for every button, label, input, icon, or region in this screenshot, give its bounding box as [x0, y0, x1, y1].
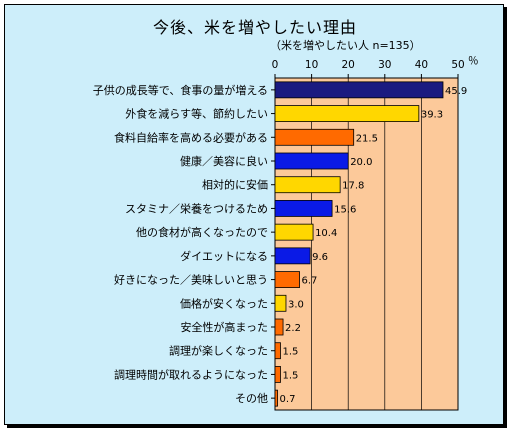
bar: [274, 176, 341, 194]
category-label: ダイエットになる: [180, 249, 268, 263]
bar: [274, 294, 287, 312]
bar: [274, 105, 420, 122]
category-label: その他: [235, 392, 268, 405]
category-label: 価格が安くなった: [180, 296, 268, 310]
category-label: 調理時間が取れるようになった: [114, 367, 268, 381]
unit-label: ％: [468, 55, 479, 67]
x-tick-label: 50: [451, 59, 464, 71]
value-label: 9.6: [312, 252, 328, 263]
chart-title: 今後、米を増やしたい理由: [152, 18, 357, 37]
value-label: 6.7: [302, 276, 318, 287]
bar: [274, 318, 284, 336]
x-tick-label: 20: [342, 59, 355, 71]
bar: [274, 128, 355, 146]
category-label: 調理が楽しくなった: [169, 344, 268, 358]
value-label: 45.9: [445, 86, 467, 97]
category-label: 健康／美容に良い: [180, 154, 268, 168]
value-label: 3.0: [288, 299, 304, 310]
chart-subtitle: （米を増やしたい人 n=135）: [270, 39, 421, 52]
category-label: スタミナ／栄養をつけるため: [125, 201, 268, 215]
value-label: 1.5: [282, 370, 298, 381]
value-label: 20.0: [350, 157, 372, 168]
category-label: 子供の成長等で、食事の量が増える: [93, 83, 268, 97]
value-label: 10.4: [315, 228, 337, 239]
bar: [274, 342, 281, 360]
category-label: 外食を減らす等、節約したい: [125, 107, 268, 121]
bar: [274, 247, 311, 265]
value-label: 0.7: [280, 394, 296, 405]
x-tick-label: 40: [415, 59, 428, 71]
value-label: 17.8: [342, 181, 364, 192]
bar: [274, 152, 349, 170]
value-label: 39.3: [421, 110, 443, 121]
value-label: 1.5: [282, 347, 298, 358]
bar: [274, 366, 281, 383]
bar: [274, 200, 333, 217]
x-tick-label: 0: [272, 59, 279, 71]
category-label: 安全性が高まった: [180, 320, 268, 334]
category-label: 他の食材が高くなったので: [136, 225, 268, 239]
category-label: 食料自給率を高める必要がある: [114, 130, 268, 144]
value-label: 21.5: [356, 133, 378, 144]
value-label: 15.6: [334, 204, 356, 215]
x-tick-label: 10: [305, 59, 318, 71]
category-label: 相対的に安価: [202, 178, 268, 192]
category-label: 好きになった／美味しいと思う: [114, 273, 268, 287]
bar: [274, 223, 314, 241]
bar: [274, 81, 444, 99]
bar: [274, 389, 278, 407]
x-tick-label: 30: [378, 59, 391, 71]
bar: [274, 271, 300, 288]
plot-area: [274, 77, 459, 411]
value-label: 2.2: [285, 323, 301, 334]
